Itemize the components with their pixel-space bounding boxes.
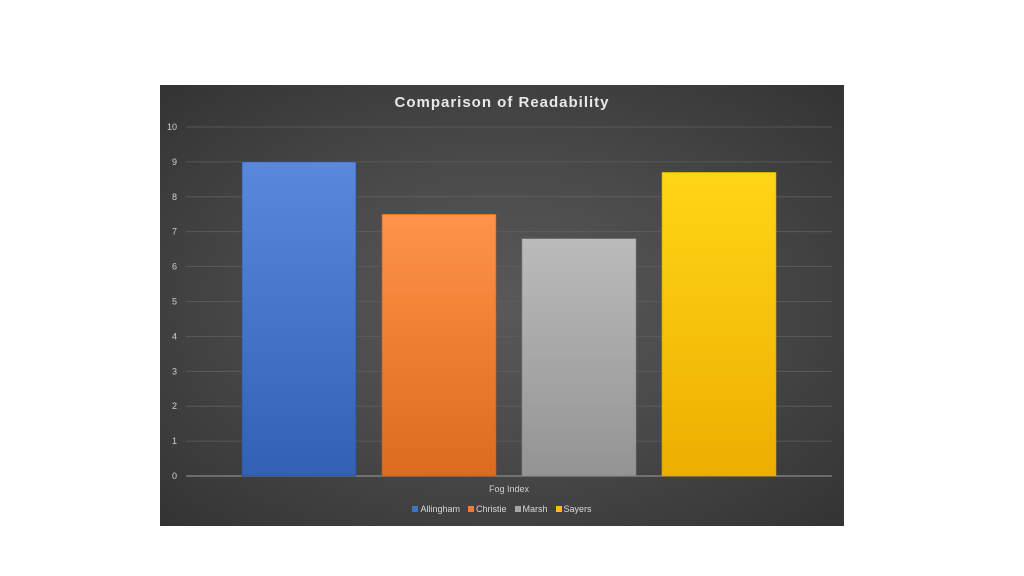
legend-swatch [514, 506, 521, 512]
bar-marsh [521, 238, 637, 477]
bar-allingham [241, 161, 357, 477]
y-tick-label: 2 [172, 401, 177, 411]
bar-sayers [661, 172, 777, 477]
legend-label: Sayers [563, 504, 592, 514]
chart-legend: Allingham Christie Marsh Sayers [160, 504, 844, 514]
legend-swatch [412, 506, 419, 512]
legend-swatch [467, 506, 474, 512]
chart-title: Comparison of Readability [394, 94, 610, 111]
legend-item-christie: Christie [467, 504, 507, 514]
legend-swatch [555, 506, 562, 512]
chart-plot-area: 0 1 2 3 4 5 6 7 8 9 10 Fog Index [167, 122, 832, 494]
legend-item-marsh: Marsh [514, 504, 548, 514]
legend-label: Christie [475, 504, 507, 514]
legend-item-allingham: Allingham [412, 504, 460, 514]
y-tick-label: 1 [172, 436, 177, 446]
legend-item-sayers: Sayers [555, 504, 592, 514]
chart-panel: Comparison of Readability 0 1 2 3 4 5 6 7 8 9 10 Fo… [160, 85, 844, 526]
y-tick-label: 9 [172, 157, 177, 167]
y-tick-label: 10 [167, 122, 177, 132]
y-tick-label: 8 [172, 192, 177, 202]
y-tick-label: 6 [172, 262, 177, 272]
legend-label: Marsh [522, 504, 548, 514]
x-axis-label: Fog Index [489, 484, 530, 494]
legend-label: Allingham [420, 504, 460, 514]
y-tick-label: 3 [172, 366, 177, 376]
bar-christie [381, 213, 497, 477]
y-tick-label: 5 [172, 297, 177, 307]
y-tick-label: 7 [172, 227, 177, 237]
y-tick-label: 4 [172, 331, 177, 341]
y-tick-label: 0 [172, 471, 177, 481]
